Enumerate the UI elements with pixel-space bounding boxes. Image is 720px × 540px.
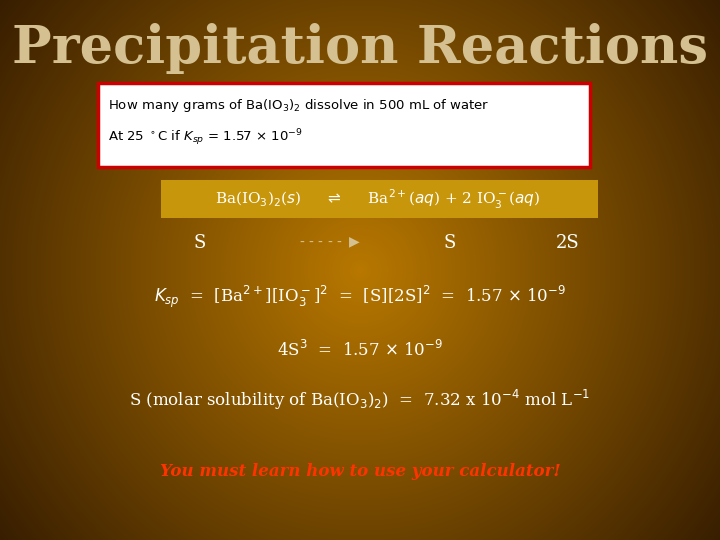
Text: How many grams of Ba(IO$_3$)$_2$ dissolve in 500 mL of water: How many grams of Ba(IO$_3$)$_2$ dissolv… xyxy=(108,97,490,113)
FancyBboxPatch shape xyxy=(161,180,598,218)
Text: You must learn how to use your calculator!: You must learn how to use your calculato… xyxy=(160,463,560,481)
FancyBboxPatch shape xyxy=(98,83,590,167)
Text: 4S$^3$  =  1.57 $\times$ 10$^{-9}$: 4S$^3$ = 1.57 $\times$ 10$^{-9}$ xyxy=(277,340,443,360)
Text: Ba(IO$_3$)$_2$($s$)     $\rightleftharpoons$     Ba$^{2+}$($aq$) + 2 IO$_3^-$($a: Ba(IO$_3$)$_2$($s$) $\rightleftharpoons$… xyxy=(215,187,541,211)
Text: S: S xyxy=(444,234,456,252)
Text: At 25 $^\circ$C if $\mathit{K}_{sp}$ = 1.57 $\times$ 10$^{-9}$: At 25 $^\circ$C if $\mathit{K}_{sp}$ = 1… xyxy=(108,127,303,149)
Text: $\mathit{K}_{sp}$  =  [Ba$^{2+}$][IO$_3^-$]$^2$  =  [S][2S]$^2$  =  1.57 $\times: $\mathit{K}_{sp}$ = [Ba$^{2+}$][IO$_3^-$… xyxy=(154,284,566,310)
Text: Precipitation Reactions: Precipitation Reactions xyxy=(12,23,708,73)
Text: S: S xyxy=(194,234,206,252)
Text: 2S: 2S xyxy=(556,234,580,252)
Text: - - - - - $\blacktriangleright$: - - - - - $\blacktriangleright$ xyxy=(299,236,361,250)
Text: S (molar solubility of Ba(IO$_3$)$_2$)  =  7.32 x 10$^{-4}$ mol L$^{-1}$: S (molar solubility of Ba(IO$_3$)$_2$) =… xyxy=(130,388,590,412)
